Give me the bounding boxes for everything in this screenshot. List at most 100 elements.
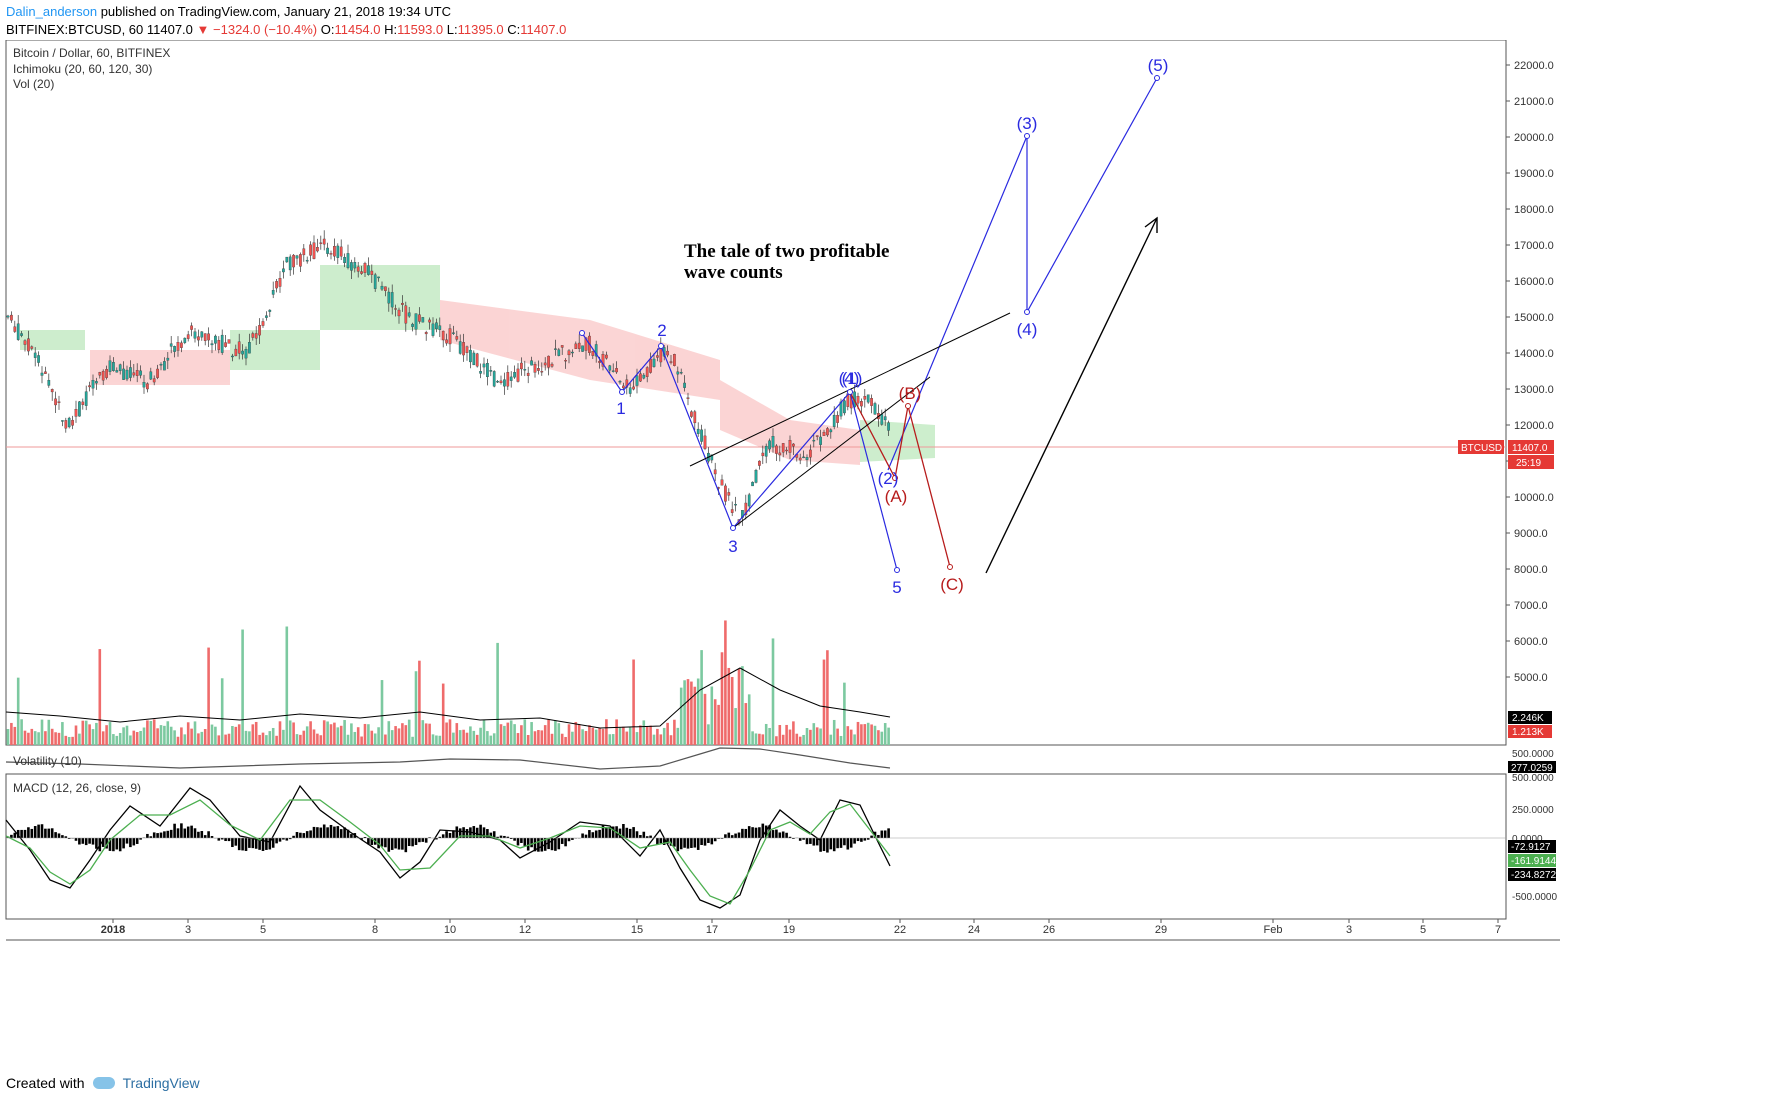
candle-body	[319, 242, 323, 244]
volume-bar	[455, 723, 459, 745]
volume-bar	[166, 721, 170, 745]
published-text: published on TradingView.com, January 21…	[100, 4, 451, 19]
macd-histogram-bar	[866, 838, 870, 840]
macd-histogram-bar	[47, 828, 51, 838]
volume-bar	[373, 733, 377, 745]
volume-bar	[713, 699, 717, 745]
ichimoku-cloud	[20, 265, 935, 465]
macd-histogram-bar	[74, 838, 78, 841]
volume-bar	[832, 719, 836, 745]
macd-histogram-bar	[302, 833, 306, 838]
volume-bar	[540, 730, 544, 745]
candle-body	[333, 246, 336, 257]
candle-body	[248, 342, 251, 354]
volume-bar	[645, 726, 649, 745]
macd-histogram-bar	[30, 828, 34, 838]
candle-body	[278, 278, 282, 287]
macd-histogram-bar	[564, 838, 567, 847]
candle-body	[173, 346, 176, 352]
macd-histogram-bar	[248, 838, 251, 848]
volume-bar	[768, 727, 771, 745]
volume-bar	[730, 676, 734, 745]
candle-body	[866, 394, 870, 403]
volume-bar	[112, 734, 115, 745]
candle-body	[441, 330, 445, 341]
publish-line: Dalin_anderson published on TradingView.…	[6, 4, 451, 19]
macd-histogram-bar	[690, 838, 693, 848]
volume-bar	[101, 731, 105, 745]
volume-bar	[105, 725, 108, 745]
volume-bar	[564, 736, 567, 745]
macd-histogram-bar	[180, 823, 183, 838]
volume-bar	[214, 726, 217, 745]
macd-histogram-bar	[404, 838, 408, 853]
macd-histogram-bar	[10, 834, 13, 838]
candle-body	[431, 323, 435, 336]
candle-body	[37, 355, 40, 363]
candle-body	[377, 276, 380, 279]
macd-histogram-bar	[282, 838, 285, 840]
wave-label-major-1: (1)	[842, 369, 863, 388]
candle-body	[346, 253, 350, 268]
macd-histogram-bar	[309, 830, 312, 838]
candle-body	[288, 256, 292, 271]
macd-histogram-bar	[856, 838, 860, 842]
wedge-lower-line	[732, 376, 931, 529]
candle-body	[64, 420, 68, 429]
candle-body	[448, 328, 452, 345]
volume-bar	[173, 730, 176, 745]
macd-histogram-bar	[258, 838, 261, 850]
candle-body	[543, 362, 547, 366]
price-badge-label: BTCUSD	[1461, 443, 1502, 454]
macd-histogram-bar	[159, 832, 163, 838]
candle-body	[142, 382, 146, 388]
macd-histogram-bar	[785, 832, 788, 838]
macd-histogram-bar	[176, 828, 180, 838]
volume-bar	[149, 721, 153, 745]
candle-body	[309, 244, 312, 256]
macd-histogram-bar	[88, 838, 91, 844]
macd-histogram-bar	[152, 832, 156, 838]
time-tick-label: 5	[260, 924, 266, 936]
candle-body	[462, 342, 465, 356]
volume-bar	[132, 730, 136, 745]
change: −1324.0 (−10.4%)	[213, 22, 318, 37]
candle-body	[367, 265, 370, 275]
volume-bar	[639, 725, 642, 745]
macd-histogram-bar	[734, 833, 737, 838]
candle-body	[244, 348, 248, 359]
macd-histogram-bar	[234, 838, 238, 846]
volume-bar	[370, 730, 374, 745]
macd-histogram-bar	[278, 838, 282, 842]
candle-body	[703, 435, 707, 449]
volume-bar	[295, 734, 299, 745]
macd-histogram-bar	[547, 838, 550, 850]
macd-histogram-bar	[860, 838, 863, 842]
macd-histogram-bar	[81, 838, 85, 844]
volume-bar	[465, 732, 469, 745]
candle-body	[594, 344, 598, 357]
macd-histogram-bar	[608, 827, 612, 838]
annotation-line-2: wave counts	[684, 262, 783, 283]
volume-bar	[6, 729, 10, 745]
created-with: Created with	[6, 1075, 85, 1091]
price-badge-value: 11407.0	[1512, 443, 1548, 454]
candle-body	[747, 494, 751, 507]
candle-body	[744, 502, 748, 516]
chart-canvas[interactable]: 1 2 3 (4) 5 (1) (2) (3) (4) (5) (A) (B) …	[0, 40, 1779, 1070]
candle-body	[730, 509, 734, 513]
candle-body	[23, 340, 27, 345]
macd-histogram-bar	[761, 823, 765, 838]
volume-bar	[526, 735, 530, 745]
macd-histogram-bar	[183, 828, 187, 838]
macd-histogram-bar	[550, 838, 554, 851]
candle-body	[108, 360, 112, 372]
candle-body	[727, 492, 731, 496]
legend-ichimoku: Ichimoku (20, 60, 120, 30)	[13, 62, 152, 76]
macd-badge-1: -72.9127	[1511, 842, 1551, 853]
volume-bar	[656, 728, 659, 745]
candle-body	[132, 372, 136, 376]
author-link[interactable]: Dalin_anderson	[6, 4, 98, 19]
tradingview-brand[interactable]: TradingView	[122, 1075, 200, 1091]
price-badge-bg	[1508, 440, 1554, 454]
